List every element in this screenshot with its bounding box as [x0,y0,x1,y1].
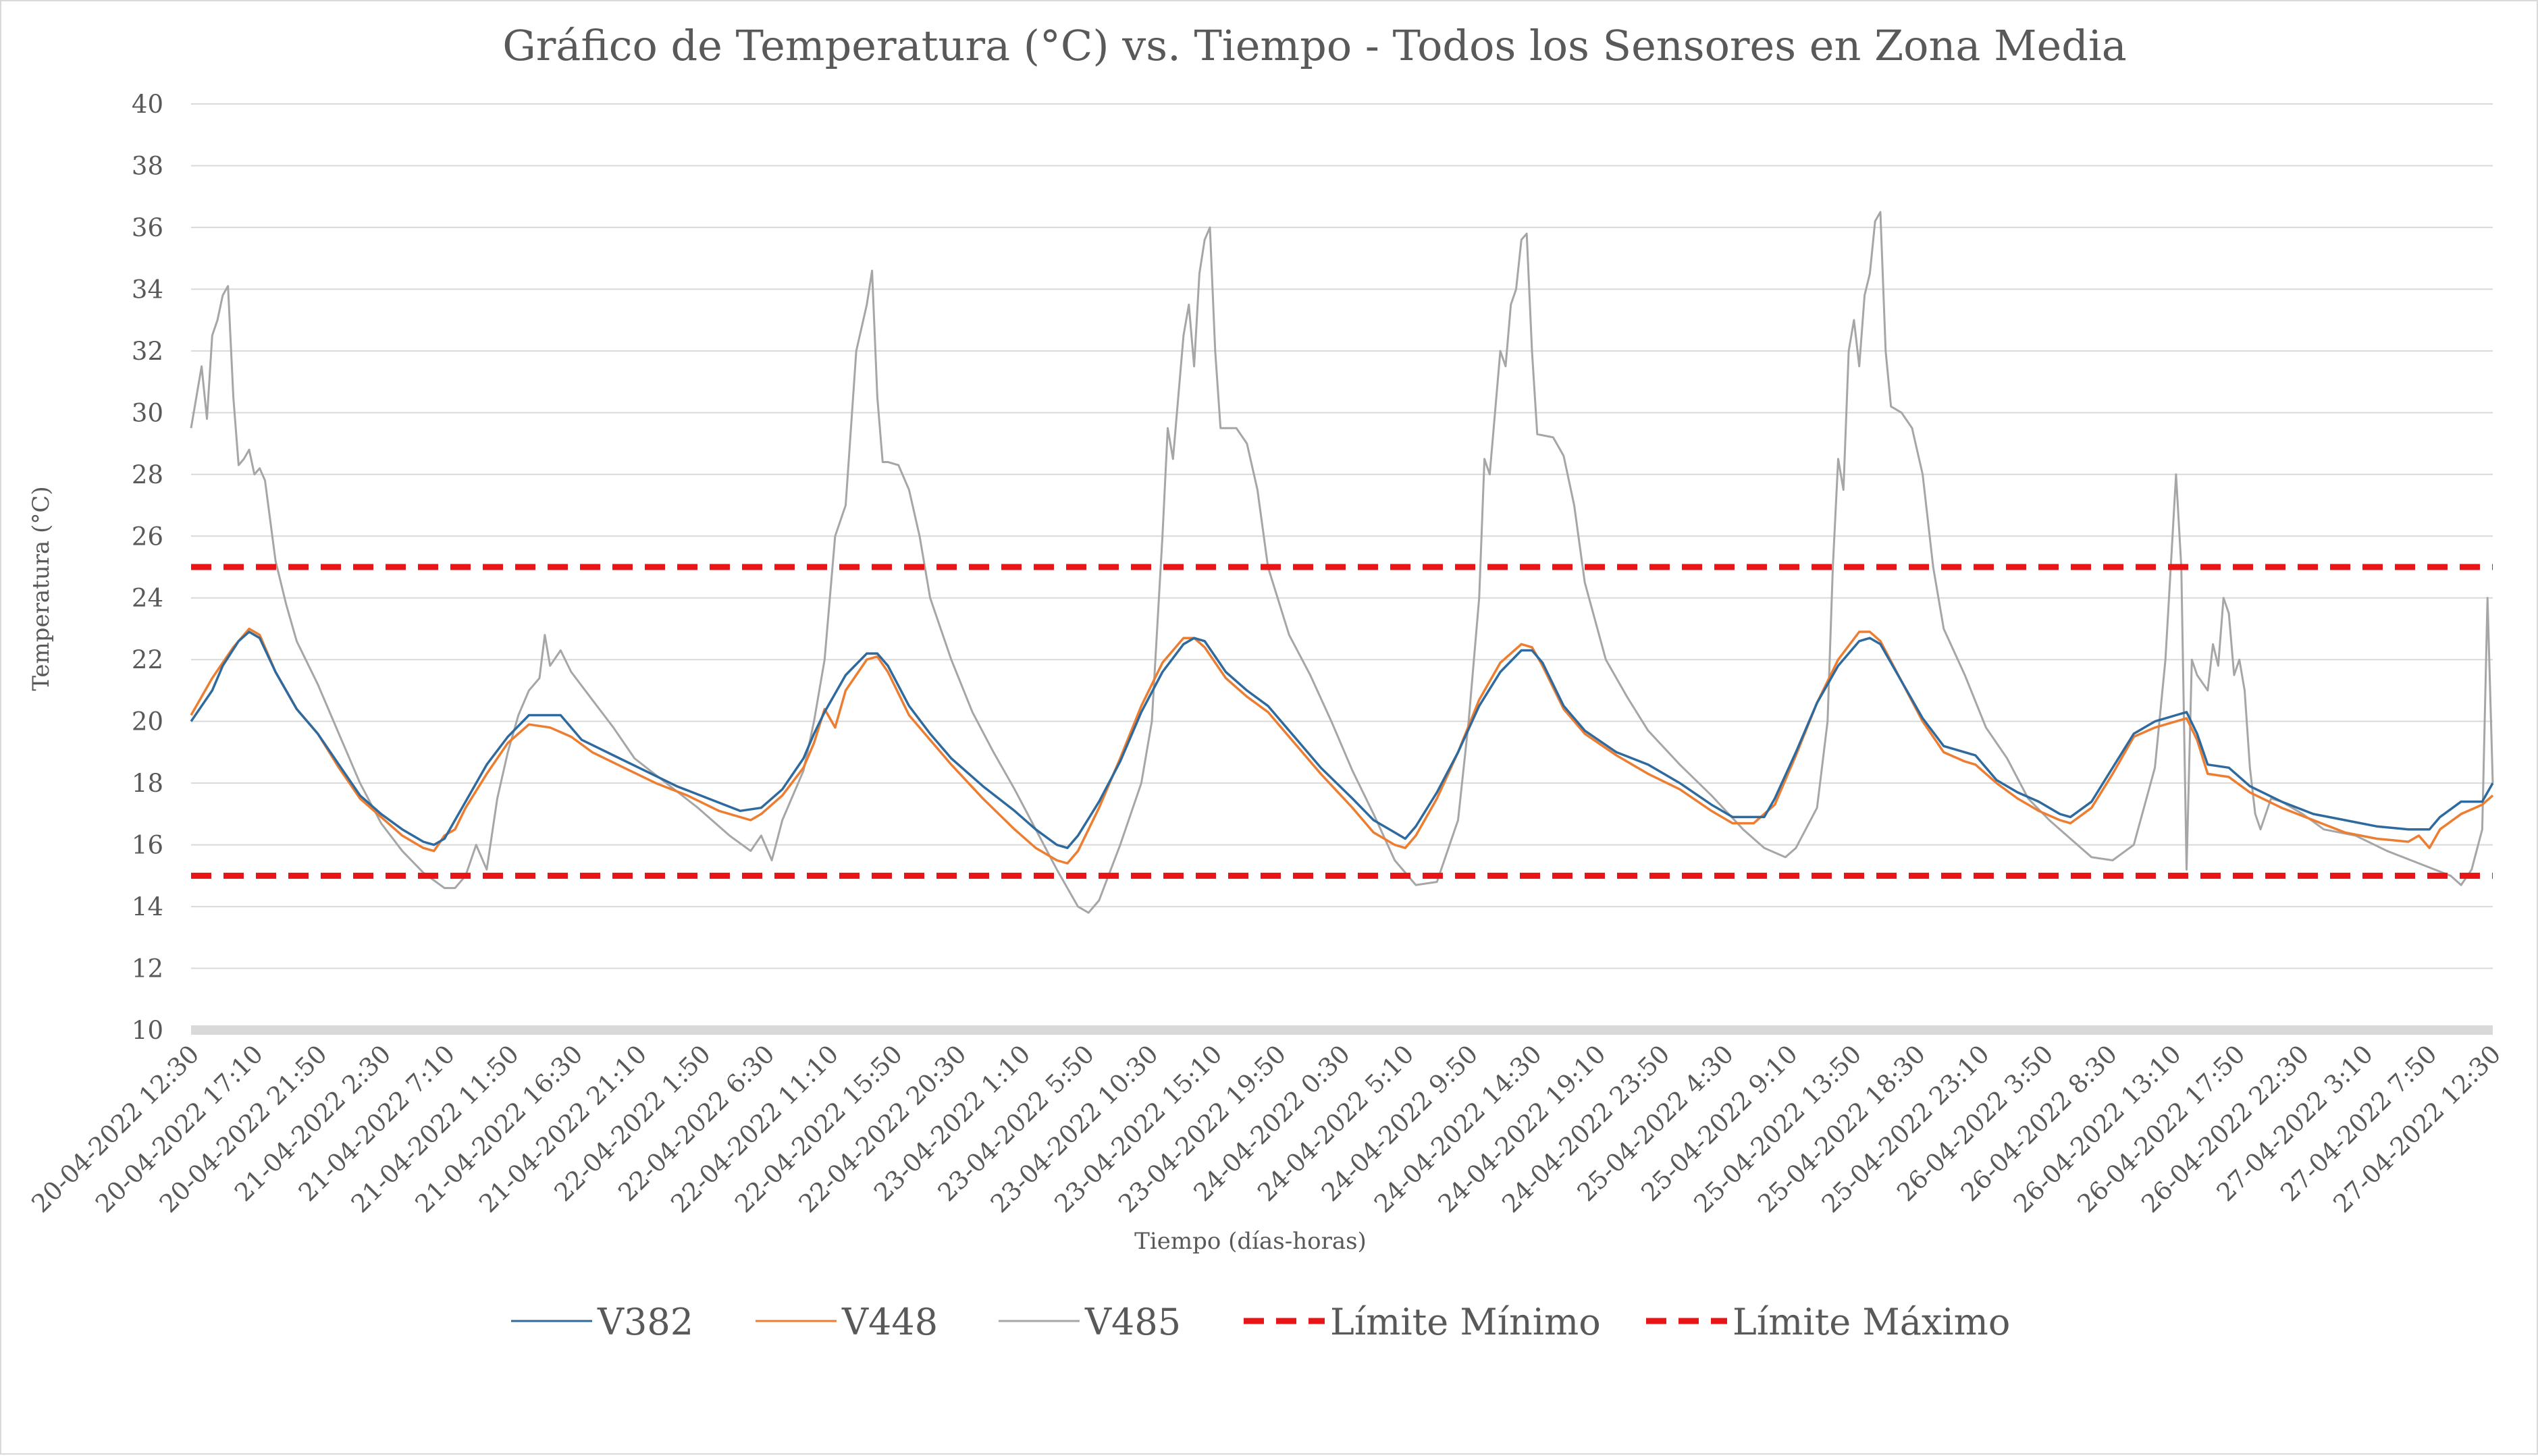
y-tick-label: 24 [132,584,163,613]
y-tick-label: 28 [132,460,163,489]
y-tick-label: 36 [132,213,163,242]
x-axis-title: Tiempo (días-horas) [1134,1228,1367,1255]
y-tick-label: 12 [132,954,163,983]
y-tick-label: 30 [132,398,163,427]
legend-item: V485 [999,1301,1181,1343]
y-tick-label: 34 [132,275,163,304]
legend-item: Límite Mínimo [1244,1301,1601,1343]
legend-label: Límite Máximo [1733,1301,2010,1343]
y-axis-title: Temperatura (°C) [28,486,55,691]
y-tick-label: 22 [132,645,163,674]
legend-label: V485 [1084,1301,1181,1343]
y-tick-label: 14 [132,892,163,921]
y-tick-label: 40 [132,90,163,119]
gridlines [191,103,2493,1035]
legend: V382 V448 V485 Límite Mínimo Límite Máximo [511,1301,2010,1343]
y-tick-label: 38 [132,151,163,180]
y-tick-label: 10 [132,1016,163,1045]
y-tick-label: 18 [132,769,163,798]
series-line-v382 [190,630,2494,849]
y-axis-ticks: 10 12 14 16 18 20 22 24 26 28 30 32 34 36 38 40 [132,90,163,1045]
y-tick-label: 16 [132,831,163,860]
legend-label: V448 [841,1301,938,1343]
legend-item: Límite Máximo [1646,1301,2010,1343]
legend-item: V448 [756,1301,938,1343]
chart-title: Gráfico de Temperatura (°C) vs. Tiempo -… [502,21,2127,70]
series-lines [190,211,2494,914]
series-line-v448 [190,627,2494,865]
y-tick-label: 26 [132,522,163,551]
series-line-v485 [190,211,2494,914]
y-tick-label: 20 [132,707,163,736]
legend-item: V382 [511,1301,693,1343]
y-tick-label: 32 [132,337,163,366]
legend-label: Límite Mínimo [1330,1301,1601,1343]
legend-label: V382 [597,1301,693,1343]
